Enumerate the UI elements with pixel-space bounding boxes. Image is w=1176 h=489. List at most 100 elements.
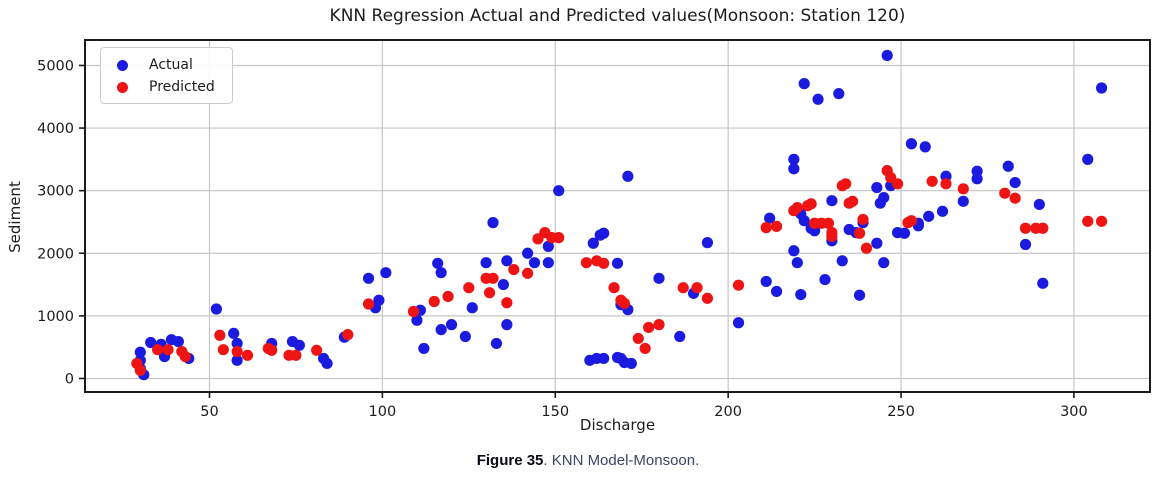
legend-label-actual: Actual — [149, 57, 193, 73]
actual-point — [1033, 198, 1045, 211]
actual-point — [788, 153, 800, 165]
actual-point — [919, 141, 931, 153]
actual-point — [231, 354, 243, 366]
predicted-point — [342, 329, 354, 341]
actual-point — [321, 357, 333, 370]
predicted-point — [791, 201, 803, 214]
actual-point — [598, 352, 610, 365]
predicted-point — [407, 305, 420, 318]
legend-item-actual: Actual — [101, 54, 232, 76]
predicted-point — [608, 282, 620, 294]
predicted-point — [857, 213, 869, 226]
actual-point — [764, 212, 776, 224]
predicted-point — [701, 292, 714, 304]
predicted-point — [501, 297, 513, 309]
predicted-point — [691, 282, 703, 294]
actual-point — [1009, 176, 1021, 189]
predicted-point — [643, 321, 655, 334]
x-tick-label: 100 — [369, 404, 397, 420]
actual-point — [905, 138, 918, 150]
x-tick-label: 150 — [541, 404, 569, 420]
y-tick-label: 1000 — [37, 309, 74, 325]
actual-point — [732, 317, 745, 329]
actual-point — [878, 257, 890, 269]
actual-point — [466, 302, 478, 314]
actual-point — [459, 330, 471, 343]
actual-point — [826, 195, 838, 207]
actual-point — [878, 191, 890, 204]
predicted-point — [805, 198, 817, 210]
actual-point — [798, 215, 810, 227]
predicted-point — [463, 282, 475, 294]
predicted-point — [639, 342, 651, 355]
predicted-point — [290, 349, 302, 361]
actual-point — [487, 217, 499, 229]
actual-point — [836, 255, 848, 267]
predicted-point — [677, 282, 689, 294]
predicted-point — [1009, 192, 1021, 204]
legend-label-predicted: Predicted — [149, 79, 215, 95]
actual-point — [542, 240, 554, 252]
actual-point — [1095, 82, 1108, 94]
x-tick-label: 250 — [887, 404, 915, 420]
actual-marker-icon — [117, 59, 128, 71]
actual-point — [598, 227, 610, 239]
predicted-point — [521, 267, 534, 279]
figure-caption: Figure 35. KNN Model-Monsoon. — [0, 452, 1176, 469]
predicted-point — [1037, 222, 1049, 234]
predicted-point — [822, 217, 835, 229]
predicted-point — [266, 344, 278, 356]
actual-point — [528, 257, 541, 269]
actual-point — [819, 273, 831, 286]
predicted-marker-icon — [117, 81, 128, 93]
predicted-point — [891, 178, 904, 190]
actual-point — [411, 314, 423, 326]
predicted-point — [483, 287, 496, 299]
caption-text: . KNN Model-Monsoon. — [543, 452, 700, 469]
actual-point — [653, 272, 665, 284]
actual-point — [435, 267, 447, 279]
predicted-point — [134, 364, 146, 376]
actual-point — [231, 337, 243, 350]
legend-item-predicted: Predicted — [101, 76, 232, 98]
predicted-point — [853, 227, 866, 239]
predicted-point — [1019, 222, 1032, 234]
caption-figure-number: Figure 35 — [476, 452, 544, 469]
predicted-point — [760, 222, 772, 234]
actual-point — [881, 49, 893, 62]
predicted-point — [311, 344, 323, 356]
actual-point — [373, 294, 385, 306]
predicted-point — [241, 349, 254, 361]
actual-point — [798, 78, 810, 90]
actual-point — [760, 275, 772, 288]
y-axis-label: Sediment — [6, 181, 24, 253]
actual-point — [445, 319, 458, 331]
plot-border — [84, 39, 1151, 393]
predicted-point — [217, 344, 229, 356]
y-tick-label: 4000 — [37, 121, 74, 137]
actual-point — [172, 335, 184, 348]
predicted-point — [1082, 215, 1094, 227]
predicted-point — [1095, 215, 1108, 227]
actual-point — [622, 170, 634, 182]
y-tick-label: 5000 — [37, 58, 74, 74]
y-tick-label: 0 — [65, 371, 74, 387]
actual-point — [871, 181, 883, 194]
actual-point — [971, 173, 983, 185]
x-tick-label: 300 — [1060, 404, 1088, 420]
actual-point — [923, 210, 935, 222]
predicted-point — [840, 178, 852, 190]
y-tick-label: 2000 — [37, 246, 74, 262]
actual-point — [788, 163, 800, 175]
chart-title: KNN Regression Actual and Predicted valu… — [329, 6, 906, 26]
predicted-point — [847, 195, 859, 207]
actual-point — [898, 227, 911, 239]
predicted-point — [179, 350, 191, 363]
actual-point — [625, 357, 637, 370]
actual-point — [795, 288, 807, 301]
actual-point — [701, 237, 714, 249]
actual-point — [432, 257, 444, 269]
predicted-point — [231, 345, 243, 358]
predicted-point — [428, 295, 440, 308]
